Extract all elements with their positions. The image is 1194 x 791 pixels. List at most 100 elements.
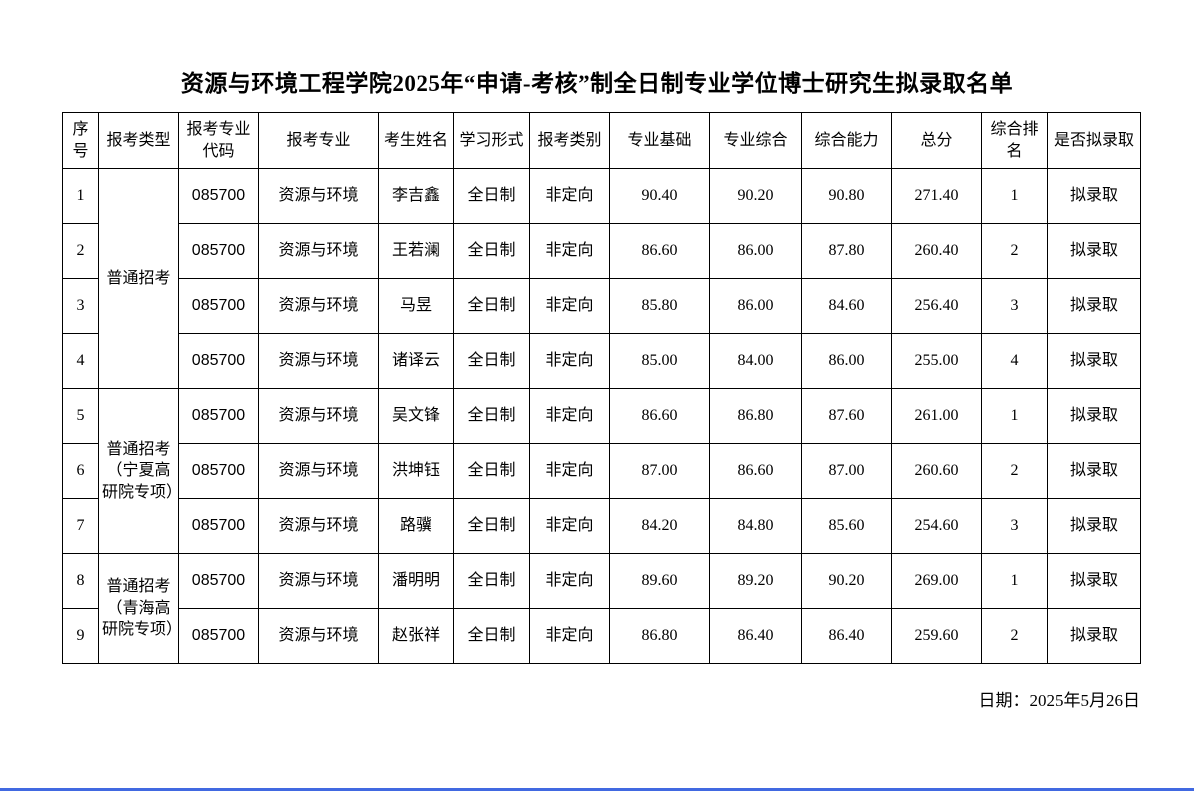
score-comprehensive-cell: 86.00 bbox=[709, 278, 802, 334]
major-code-cell: 085700 bbox=[178, 553, 259, 609]
score-comprehensive-cell: 89.20 bbox=[709, 553, 802, 609]
table-row: 4 085700 资源与环境 诸译云 全日制 非定向 85.00 84.00 86.00 255.… bbox=[62, 333, 1141, 389]
table-row: 7 085700 资源与环境 路骥 全日制 非定向 84.20 84.80 85.60 254.6… bbox=[62, 498, 1141, 554]
major-name-cell: 资源与环境 bbox=[258, 553, 379, 609]
row-number-cell: 3 bbox=[62, 278, 99, 334]
column-header: 学习形式 bbox=[453, 112, 530, 169]
student-name-cell: 赵张祥 bbox=[378, 608, 454, 664]
score-ability-cell: 86.00 bbox=[801, 333, 892, 389]
page-title: 资源与环境工程学院2025年“申请-考核”制全日制专业学位博士研究生拟录取名单 bbox=[180, 71, 1014, 96]
row-number-cell: 6 bbox=[62, 443, 99, 499]
bottom-accent-line bbox=[0, 788, 1194, 791]
admit-status-cell: 拟录取 bbox=[1047, 553, 1141, 609]
rank-cell: 3 bbox=[981, 498, 1048, 554]
category-cell: 非定向 bbox=[529, 608, 610, 664]
rank-cell: 1 bbox=[981, 168, 1048, 224]
major-name-cell: 资源与环境 bbox=[258, 443, 379, 499]
score-total-cell: 260.40 bbox=[891, 223, 982, 279]
major-code-cell: 085700 bbox=[178, 608, 259, 664]
score-comprehensive-cell: 84.00 bbox=[709, 333, 802, 389]
column-header: 综合排名 bbox=[981, 112, 1048, 169]
score-ability-cell: 87.00 bbox=[801, 443, 892, 499]
column-header: 总分 bbox=[891, 112, 982, 169]
admit-status-cell: 拟录取 bbox=[1047, 443, 1141, 499]
major-code-cell: 085700 bbox=[178, 498, 259, 554]
rank-cell: 1 bbox=[981, 388, 1048, 444]
table-row: 9 085700 资源与环境 赵张祥 全日制 非定向 86.80 86.40 86.40 259.… bbox=[62, 608, 1141, 664]
rank-cell: 4 bbox=[981, 333, 1048, 389]
study-mode-cell: 全日制 bbox=[453, 443, 530, 499]
rank-cell: 2 bbox=[981, 608, 1048, 664]
application-type-cell: 普通招考（青海高研院专项） bbox=[98, 553, 182, 664]
table-row: 6 085700 资源与环境 洪坤钰 全日制 非定向 87.00 86.60 87.00 260.… bbox=[62, 443, 1141, 499]
score-base-cell: 86.80 bbox=[609, 608, 710, 664]
score-base-cell: 84.20 bbox=[609, 498, 710, 554]
score-total-cell: 254.60 bbox=[891, 498, 982, 554]
column-header: 专业基础 bbox=[609, 112, 710, 169]
row-number-cell: 5 bbox=[62, 388, 99, 444]
column-header: 考生姓名 bbox=[378, 112, 454, 169]
application-type-cell: 普通招考（宁夏高研院专项） bbox=[98, 388, 182, 554]
student-name-cell: 吴文锋 bbox=[378, 388, 454, 444]
row-number-cell: 9 bbox=[62, 608, 99, 664]
rank-cell: 2 bbox=[981, 443, 1048, 499]
score-comprehensive-cell: 84.80 bbox=[709, 498, 802, 554]
rank-cell: 3 bbox=[981, 278, 1048, 334]
study-mode-cell: 全日制 bbox=[453, 608, 530, 664]
score-ability-cell: 86.40 bbox=[801, 608, 892, 664]
column-header: 综合能力 bbox=[801, 112, 892, 169]
score-base-cell: 89.60 bbox=[609, 553, 710, 609]
study-mode-cell: 全日制 bbox=[453, 388, 530, 444]
row-number-cell: 8 bbox=[62, 553, 99, 609]
student-name-cell: 王若澜 bbox=[378, 223, 454, 279]
column-header: 报考类别 bbox=[529, 112, 610, 169]
admit-status-cell: 拟录取 bbox=[1047, 168, 1141, 224]
category-cell: 非定向 bbox=[529, 388, 610, 444]
score-total-cell: 260.60 bbox=[891, 443, 982, 499]
column-header: 序号 bbox=[62, 112, 99, 169]
score-total-cell: 259.60 bbox=[891, 608, 982, 664]
column-header: 报考类型 bbox=[98, 112, 179, 169]
admit-status-cell: 拟录取 bbox=[1047, 333, 1141, 389]
score-ability-cell: 87.60 bbox=[801, 388, 892, 444]
score-comprehensive-cell: 90.20 bbox=[709, 168, 802, 224]
score-base-cell: 86.60 bbox=[609, 388, 710, 444]
table-header-row: 序号 报考类型 报考专业代码 报考专业 考生姓名 学习形式 报考类别 专业基础 专业综合 综合能力… bbox=[62, 112, 1141, 169]
major-name-cell: 资源与环境 bbox=[258, 608, 379, 664]
column-header: 报考专业代码 bbox=[178, 112, 259, 169]
table-row: 2 085700 资源与环境 王若澜 全日制 非定向 86.60 86.00 87.80 260.… bbox=[62, 223, 1141, 279]
score-base-cell: 90.40 bbox=[609, 168, 710, 224]
student-name-cell: 潘明明 bbox=[378, 553, 454, 609]
rank-cell: 2 bbox=[981, 223, 1048, 279]
score-total-cell: 271.40 bbox=[891, 168, 982, 224]
rank-cell: 1 bbox=[981, 553, 1048, 609]
category-cell: 非定向 bbox=[529, 443, 610, 499]
admit-status-cell: 拟录取 bbox=[1047, 498, 1141, 554]
table-row: 8 普通招考（青海高研院专项） 085700 资源与环境 潘明明 全日制 非定向 89.60 8… bbox=[62, 553, 1141, 664]
student-name-cell: 路骥 bbox=[378, 498, 454, 554]
table-body: 1 普通招考 085700 资源与环境 李吉鑫 全日制 非定向 90.40 90.20 90.80… bbox=[62, 168, 1141, 664]
admit-status-cell: 拟录取 bbox=[1047, 278, 1141, 334]
score-comprehensive-cell: 86.60 bbox=[709, 443, 802, 499]
major-name-cell: 资源与环境 bbox=[258, 278, 379, 334]
study-mode-cell: 全日制 bbox=[453, 333, 530, 389]
study-mode-cell: 全日制 bbox=[453, 168, 530, 224]
major-code-cell: 085700 bbox=[178, 388, 259, 444]
major-name-cell: 资源与环境 bbox=[258, 498, 379, 554]
study-mode-cell: 全日制 bbox=[453, 553, 530, 609]
category-cell: 非定向 bbox=[529, 223, 610, 279]
score-base-cell: 85.00 bbox=[609, 333, 710, 389]
major-name-cell: 资源与环境 bbox=[258, 223, 379, 279]
score-ability-cell: 84.60 bbox=[801, 278, 892, 334]
score-ability-cell: 90.20 bbox=[801, 553, 892, 609]
score-total-cell: 256.40 bbox=[891, 278, 982, 334]
application-type-cell: 普通招考 bbox=[98, 168, 179, 389]
score-total-cell: 269.00 bbox=[891, 553, 982, 609]
column-header: 报考专业 bbox=[258, 112, 379, 169]
major-name-cell: 资源与环境 bbox=[258, 333, 379, 389]
major-name-cell: 资源与环境 bbox=[258, 388, 379, 444]
score-comprehensive-cell: 86.80 bbox=[709, 388, 802, 444]
major-code-cell: 085700 bbox=[178, 278, 259, 334]
student-name-cell: 李吉鑫 bbox=[378, 168, 454, 224]
